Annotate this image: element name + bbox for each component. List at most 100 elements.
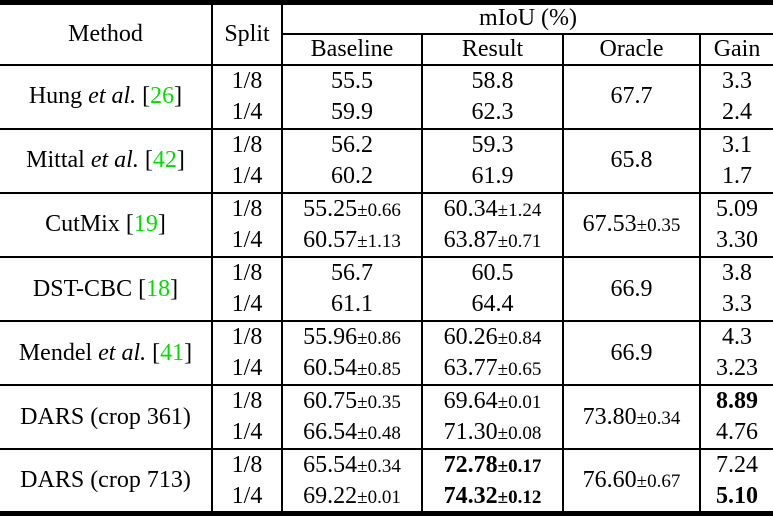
cell-result: 64.4: [422, 288, 564, 321]
table-row: 1/4 60.2 61.9 1.7: [0, 160, 773, 193]
cell-result: 63.87±0.71: [422, 224, 564, 257]
value: 61.1: [331, 291, 373, 318]
value: 74.32: [443, 482, 498, 509]
split-value: 1/4: [231, 355, 263, 382]
split-value: 1/8: [231, 195, 263, 222]
citation-bracket-open: [: [144, 147, 153, 174]
cell-result: 60.34±1.24: [422, 191, 564, 225]
value: 55.25: [303, 195, 358, 222]
pm-value: ±0.08: [497, 423, 542, 445]
cell-oracle: 66.9: [563, 319, 701, 386]
cell-baseline: 60.75±0.35: [282, 384, 423, 418]
citation-number: 19: [133, 211, 158, 238]
split-value: 1/4: [231, 419, 263, 446]
value: 5.09: [716, 195, 759, 222]
table-row: 1/4 66.54±0.48 71.30±0.08 4.76: [0, 417, 773, 450]
value: 64.4: [471, 291, 514, 318]
header-baseline: Baseline: [282, 33, 423, 65]
value: 3.3: [722, 67, 753, 94]
pm-value: ±0.12: [497, 486, 542, 508]
method-name: DARS (crop 361): [20, 403, 191, 430]
citation-bracket-close: ]: [174, 83, 183, 110]
table-row: CutMix [19] 1/8 55.25±0.66 60.34±1.24 67.53±…: [0, 191, 773, 257]
split-value: 1/8: [231, 388, 263, 415]
value: 60.75: [303, 388, 358, 415]
value: 3.8: [722, 259, 753, 286]
method-name: Mittal: [26, 147, 91, 174]
value: 66.9: [610, 275, 653, 302]
pm-value: ±0.35: [357, 392, 401, 414]
split-value: 1/8: [231, 259, 263, 286]
value: 73.80: [582, 403, 637, 430]
cell-result: 59.3: [422, 127, 564, 161]
cell-baseline: 56.2: [282, 127, 423, 161]
split-value: 1/4: [231, 291, 263, 318]
method-etal: et al.: [98, 339, 147, 366]
cell-oracle: 65.8: [563, 127, 701, 193]
cell-split: 1/4: [212, 288, 283, 321]
header-row-top: Method Split mIoU (%): [0, 2, 773, 65]
cell-baseline: 55.96±0.86: [282, 319, 423, 354]
value: 67.7: [610, 83, 653, 110]
cell-result: 72.78±0.17: [422, 448, 564, 482]
table-row: DARS (crop 713) 1/8 65.54±0.34 72.78±0.17 76…: [0, 448, 773, 514]
pm-value: ±0.01: [497, 392, 542, 414]
cell-result: 58.8: [422, 63, 564, 97]
value: 71.30: [443, 419, 498, 446]
cell-gain: 3.23: [700, 353, 773, 385]
header-row-sub: Baseline Result Oracle Gain: [0, 33, 773, 65]
cell-split: 1/8: [212, 255, 283, 289]
value: 67.53: [582, 211, 637, 238]
value: 60.34: [443, 195, 498, 222]
pm-value: ±0.48: [357, 423, 401, 445]
cell-gain: 3.3: [700, 289, 773, 321]
method-etal: et al.: [90, 147, 139, 174]
split-value: 1/4: [231, 162, 263, 189]
cell-gain: 1.7: [700, 161, 773, 193]
citation-bracket-open: [: [142, 83, 151, 110]
value: 66.54: [303, 419, 358, 446]
value: 3.1: [722, 131, 753, 158]
value: 3.3: [722, 291, 753, 318]
citation-number: 42: [152, 147, 177, 174]
pm-value: ±0.71: [497, 230, 542, 252]
value: 4.3: [722, 324, 753, 351]
value: 7.24: [716, 452, 759, 479]
citation-bracket-close: ]: [184, 339, 193, 366]
split-value: 1/4: [231, 98, 263, 125]
cell-oracle: 66.9: [563, 255, 701, 321]
cell-gain: 5.10: [700, 481, 773, 513]
table-row: DARS (crop 361) 1/8 60.75±0.35 69.64±0.01 73…: [0, 384, 773, 450]
method-etal: et al.: [88, 83, 137, 110]
value: 58.8: [471, 67, 514, 94]
table-row: 1/4 59.9 62.3 2.4: [0, 96, 773, 129]
cell-baseline: 66.54±0.48: [282, 417, 423, 450]
split-value: 1/8: [231, 131, 263, 158]
cell-split: 1/8: [212, 448, 283, 482]
cell-gain: 3.3: [700, 63, 773, 97]
pm-value: ±0.66: [357, 199, 401, 221]
cell-split: 1/4: [212, 96, 283, 129]
split-value: 1/8: [231, 452, 263, 479]
value: 59.9: [331, 98, 373, 125]
cell-split: 1/8: [212, 127, 283, 161]
value: 61.9: [471, 162, 514, 189]
value: 60.57: [303, 226, 358, 253]
cell-baseline: 55.25±0.66: [282, 191, 423, 225]
cell-gain: 3.1: [700, 127, 773, 161]
cell-baseline: 60.2: [282, 160, 423, 193]
citation-bracket-close: ]: [176, 147, 185, 174]
value: 62.3: [471, 98, 514, 125]
table-row: DST-CBC [18] 1/8 56.7 60.5 66.9 3.8: [0, 255, 773, 321]
cell-baseline: 56.7: [282, 255, 423, 289]
cell-split: 1/4: [212, 417, 283, 450]
value: 63.87: [443, 226, 498, 253]
table-row: 1/4 69.22±0.01 74.32±0.12 5.10: [0, 481, 773, 514]
citation-bracket-open: [: [125, 211, 134, 238]
cell-gain: 3.8: [700, 255, 773, 289]
cell-result: 74.32±0.12: [422, 481, 564, 514]
cell-oracle: 76.60±0.67: [563, 448, 701, 514]
cell-oracle: 67.7: [563, 63, 701, 129]
pm-value: ±1.24: [497, 199, 542, 221]
header-split: Split: [212, 2, 283, 65]
